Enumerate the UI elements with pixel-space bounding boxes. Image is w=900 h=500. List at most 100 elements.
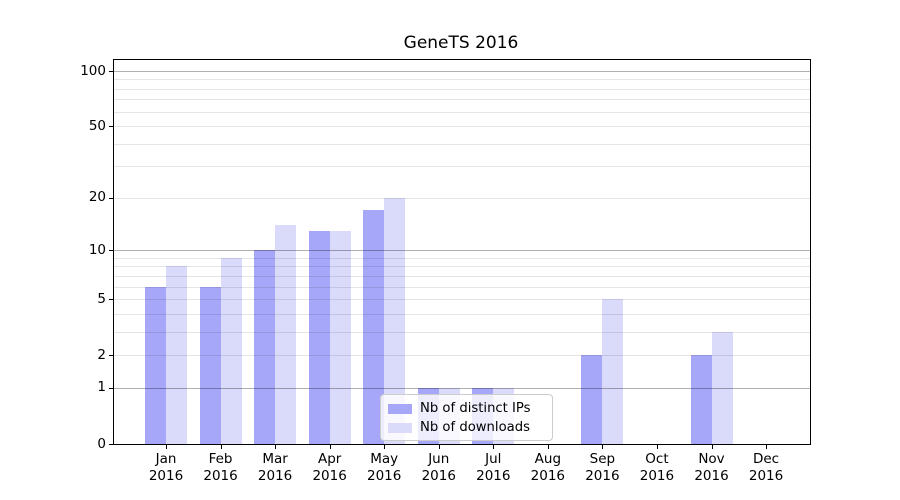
- x-axis-tick: [438, 444, 440, 449]
- x-axis-tick-label: Mar 2016: [243, 451, 307, 485]
- grid-line-major: [114, 250, 810, 252]
- bar-feb-downloads: [220, 257, 242, 444]
- x-tick-year: 2016: [421, 468, 456, 484]
- x-axis-tick: [711, 444, 713, 449]
- x-axis-tick-label: Dec 2016: [734, 451, 798, 485]
- grid-line-minor: [114, 286, 810, 288]
- bar-mar-downloads: [275, 225, 297, 444]
- bar-may-distinct-ips: [363, 210, 385, 444]
- grid-line-minor: [114, 331, 810, 333]
- y-axis-tick-label: 50: [88, 117, 106, 134]
- x-tick-month: Jan: [155, 451, 177, 467]
- bar-sep-distinct-ips: [581, 355, 603, 444]
- bar-feb-distinct-ips: [199, 286, 221, 444]
- x-axis-tick-label: Feb 2016: [189, 451, 253, 485]
- grid-line-minor: [114, 126, 810, 128]
- bar-nov-distinct-ips: [690, 355, 712, 444]
- x-tick-month: Jun: [428, 451, 450, 467]
- x-tick-year: 2016: [748, 468, 784, 484]
- x-axis-tick: [547, 444, 549, 449]
- x-tick-year: 2016: [367, 468, 402, 484]
- x-tick-month: Sep: [589, 451, 616, 467]
- y-axis-tick-label: 100: [80, 62, 106, 79]
- x-tick-month: Feb: [208, 451, 233, 467]
- legend-label-downloads: Nb of downloads: [420, 420, 530, 435]
- y-axis-tick-label: 10: [88, 241, 106, 258]
- x-axis-tick: [275, 444, 277, 449]
- grid-line-minor: [114, 197, 810, 199]
- bar-apr-downloads: [329, 230, 351, 444]
- y-axis-tick-label: 5: [97, 290, 106, 307]
- legend-entry-downloads: Nb of downloads: [381, 418, 552, 437]
- bar-nov-downloads: [711, 331, 733, 444]
- x-axis-tick: [220, 444, 222, 449]
- y-axis-tick: [109, 299, 114, 301]
- x-axis-tick-label: Sep 2016: [570, 451, 634, 485]
- y-axis-tick: [109, 355, 114, 357]
- x-axis-tick: [766, 444, 768, 449]
- y-axis-tick-label: 2: [97, 346, 106, 363]
- x-tick-month: Mar: [262, 451, 288, 467]
- grid-line-minor: [114, 166, 810, 168]
- x-axis-tick: [329, 444, 331, 449]
- y-axis-tick-label: 0: [97, 435, 106, 452]
- x-axis-tick: [384, 444, 386, 449]
- x-axis-tick: [166, 444, 167, 449]
- bar-jan-downloads: [166, 266, 187, 444]
- x-axis-tick-label: Apr 2016: [298, 451, 362, 485]
- grid-line-minor: [114, 299, 810, 301]
- grid-line-minor: [114, 88, 810, 90]
- x-tick-year: 2016: [257, 468, 293, 484]
- grid-line-major: [114, 71, 810, 72]
- grid-line-major: [114, 387, 810, 389]
- x-axis-tick-label: Jul 2016: [461, 451, 525, 485]
- grid-line-minor: [114, 355, 810, 357]
- bar-apr-distinct-ips: [308, 230, 330, 444]
- bar-jan-distinct-ips: [145, 286, 166, 444]
- x-tick-year: 2016: [694, 468, 729, 484]
- x-axis-tick: [493, 444, 495, 449]
- y-axis-tick: [109, 250, 114, 252]
- legend-label-distinct-ips: Nb of distinct IPs: [420, 401, 531, 416]
- grid-line-minor: [114, 143, 810, 145]
- y-axis-tick: [109, 71, 114, 72]
- x-tick-year: 2016: [203, 468, 238, 484]
- x-tick-month: May: [370, 451, 399, 467]
- y-axis-tick: [109, 126, 114, 128]
- x-tick-month: Nov: [698, 451, 725, 467]
- x-tick-year: 2016: [530, 468, 566, 484]
- x-tick-month: Apr: [317, 451, 342, 467]
- grid-line-minor: [114, 111, 810, 113]
- legend-swatch-downloads: [388, 422, 412, 433]
- chart-title: GeneTS 2016: [403, 33, 519, 53]
- x-tick-year: 2016: [312, 468, 347, 484]
- x-axis-tick-label: Aug 2016: [516, 451, 580, 485]
- grid-line-minor: [114, 313, 810, 315]
- y-axis-tick: [109, 444, 114, 445]
- x-axis-tick: [656, 444, 658, 449]
- legend-entry-distinct-ips: Nb of distinct IPs: [381, 399, 552, 418]
- x-tick-year: 2016: [476, 468, 511, 484]
- legend-swatch-distinct-ips: [388, 403, 412, 414]
- x-axis-tick-label: Jun 2016: [407, 451, 471, 485]
- x-tick-year: 2016: [585, 468, 620, 484]
- y-axis-tick: [109, 387, 114, 389]
- x-axis-tick-label: Nov 2016: [680, 451, 744, 485]
- grid-line-minor: [114, 266, 810, 268]
- grid-line-minor: [114, 99, 810, 101]
- grid-line-minor: [114, 79, 810, 81]
- bar-may-downloads: [384, 197, 406, 444]
- x-tick-month: Aug: [534, 451, 562, 467]
- x-axis-tick: [602, 444, 604, 449]
- x-tick-year: 2016: [639, 468, 675, 484]
- x-axis-tick-label: Jan 2016: [134, 451, 198, 485]
- x-axis-tick-label: Oct 2016: [625, 451, 689, 485]
- grid-line-minor: [114, 257, 810, 259]
- legend: Nb of distinct IPs Nb of downloads: [380, 394, 553, 441]
- x-tick-year: 2016: [148, 468, 184, 484]
- bar-mar-distinct-ips: [254, 250, 276, 444]
- y-axis-tick-label: 20: [88, 189, 106, 206]
- y-axis-tick-label: 1: [97, 379, 106, 396]
- x-tick-month: Jul: [485, 451, 502, 467]
